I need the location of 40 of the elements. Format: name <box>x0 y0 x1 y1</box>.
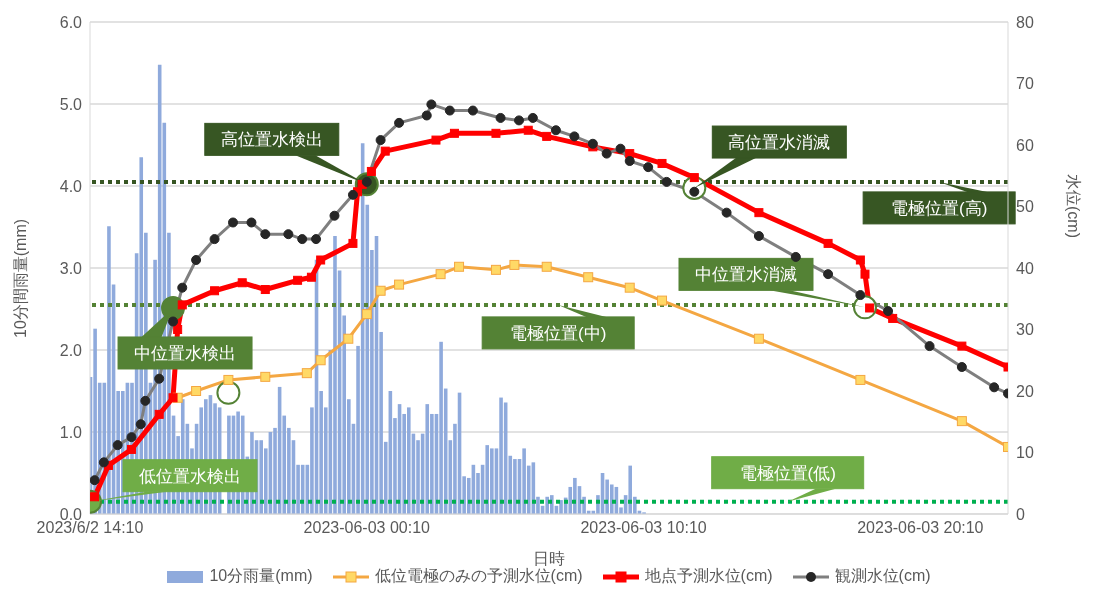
y-tick-label: 1.0 <box>59 423 83 441</box>
callout: 電極位置(高) <box>862 181 1016 225</box>
x-tick-label: 2023-06-03 20:10 <box>857 519 984 537</box>
y-tick-label: 5.0 <box>59 95 83 113</box>
y2-tick-label: 50 <box>1016 198 1034 216</box>
annotation: 中位置水消滅 <box>694 265 797 285</box>
callout: 電極位置(低) <box>711 456 865 502</box>
callout: 高位置水消滅 <box>694 125 847 189</box>
annotation: 低位置水検出 <box>139 466 241 486</box>
y-tick-label: 4.0 <box>59 177 83 195</box>
y2-tick-label: 10 <box>1016 444 1034 462</box>
legend-label: 低位電極のみの予測水位(cm) <box>374 566 583 586</box>
y2-axis-title: 水位(cm) <box>1065 174 1083 238</box>
y-tick-label: 3.0 <box>59 259 83 277</box>
y-axis-title: 10分間雨量(mm) <box>11 218 29 338</box>
y2-tick-label: 70 <box>1016 75 1034 93</box>
y2-tick-label: 0 <box>1016 505 1025 523</box>
y2-tick-label: 20 <box>1016 382 1034 400</box>
callout: 中位置水消滅 <box>678 257 865 308</box>
ref-line-label: 電極位置(高) <box>890 198 988 218</box>
annotation: 高位置水消滅 <box>728 133 831 153</box>
legend-label: 観測水位(cm) <box>834 566 931 586</box>
y2-tick-label: 80 <box>1016 13 1034 31</box>
annotation: 中位置水検出 <box>134 343 237 363</box>
y2-tick-label: 30 <box>1016 321 1034 339</box>
legend-label: 地点予測水位(cm) <box>644 566 773 586</box>
y-tick-label: 6.0 <box>59 13 83 31</box>
legend-label: 10分雨量(mm) <box>209 566 313 586</box>
x-tick-label: 2023-06-03 00:10 <box>303 519 431 537</box>
ref-line-label: 電極位置(低) <box>739 463 836 483</box>
y2-tick-label: 40 <box>1016 259 1034 277</box>
ref-line-label: 電極位置(中) <box>510 323 607 343</box>
x-tick-label: 2023-06-03 10:10 <box>580 519 707 537</box>
callout: 高位置水検出 <box>204 122 367 185</box>
x-axis-title: 日時 <box>533 550 565 567</box>
y-tick-label: 2.0 <box>59 341 83 359</box>
annotation: 高位置水検出 <box>220 130 323 150</box>
callout: 電極位置(中) <box>481 304 635 350</box>
x-tick-label: 2023/6/2 14:10 <box>36 519 144 537</box>
y2-tick-label: 60 <box>1016 136 1034 154</box>
